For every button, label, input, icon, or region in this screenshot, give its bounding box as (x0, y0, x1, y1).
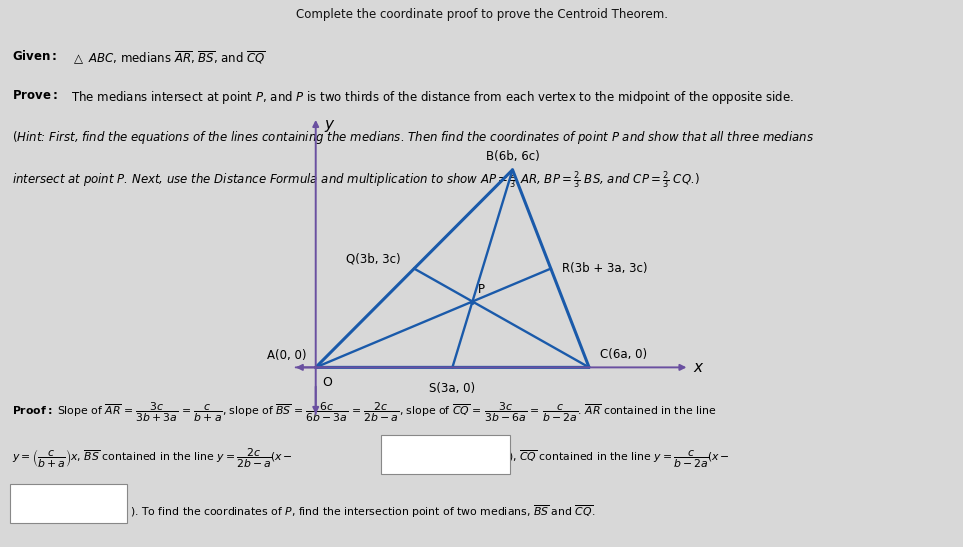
Text: R(3b + 3a, 3c): R(3b + 3a, 3c) (562, 262, 648, 275)
Text: $\triangle$ $ABC$, medians $\overline{AR}$, $\overline{BS}$, and $\overline{CQ}$: $\triangle$ $ABC$, medians $\overline{AR… (71, 49, 266, 67)
Text: A(0, 0): A(0, 0) (267, 350, 306, 363)
Text: $\left.\right)$. To find the coordinates of $P$, find the intersection point of : $\left.\right)$. To find the coordinates… (130, 503, 595, 520)
Text: $\mathbf{Prove{:}}$: $\mathbf{Prove{:}}$ (12, 89, 58, 102)
Text: Q(3b, 3c): Q(3b, 3c) (346, 252, 401, 265)
Text: Complete the coordinate proof to prove the Centroid Theorem.: Complete the coordinate proof to prove t… (296, 8, 667, 21)
Text: $\mathbf{Given{:}}$: $\mathbf{Given{:}}$ (12, 49, 57, 63)
Text: The medians intersect at point $P$, and $P$ is two thirds of the distance from e: The medians intersect at point $P$, and … (71, 89, 794, 106)
Text: B(6b, 6c): B(6b, 6c) (485, 150, 539, 163)
Text: S(3a, 0): S(3a, 0) (429, 382, 476, 395)
Text: x: x (694, 360, 703, 375)
Text: $\mathbf{Proof:}$ Slope of $\overline{AR}$ = $\dfrac{3c}{3b+3a}$ = $\dfrac{c}{b+: $\mathbf{Proof:}$ Slope of $\overline{AR… (12, 400, 716, 424)
Text: $(Hint$: First, find the equations of the lines containing the medians. Then fin: $(Hint$: First, find the equations of th… (12, 129, 814, 146)
Text: y: y (324, 117, 333, 132)
Text: intersect at point $P$. Next, use the Distance Formula and multiplication to sho: intersect at point $P$. Next, use the Di… (12, 169, 699, 191)
Text: $\left.\right)$, $\overline{CQ}$ contained in the line $y = \dfrac{c}{b-2a}\!\le: $\left.\right)$, $\overline{CQ}$ contain… (508, 449, 730, 470)
Text: $y = \left(\dfrac{c}{b+a}\right)x$, $\overline{BS}$ contained in the line $y = \: $y = \left(\dfrac{c}{b+a}\right)x$, $\ov… (12, 447, 293, 470)
Text: C(6a, 0): C(6a, 0) (601, 348, 647, 361)
Text: O: O (323, 376, 332, 388)
FancyBboxPatch shape (381, 435, 510, 474)
Text: P: P (478, 283, 485, 295)
FancyBboxPatch shape (10, 484, 127, 523)
